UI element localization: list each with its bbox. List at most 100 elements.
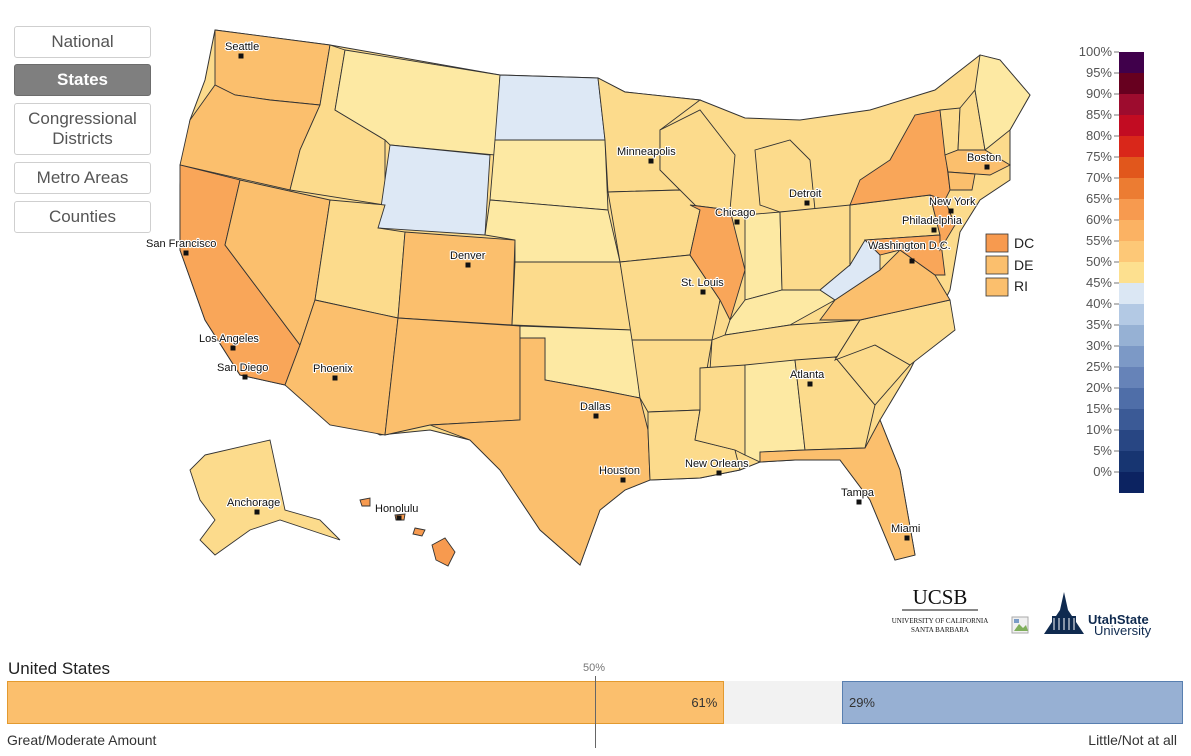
state-connecticut[interactable] — [947, 171, 976, 191]
national-button[interactable]: National — [14, 26, 151, 58]
city-label: San Francisco — [146, 238, 216, 250]
city-marker — [465, 262, 471, 268]
legend-swatch — [1119, 178, 1144, 199]
legend-swatch — [1119, 136, 1144, 157]
city-label: Detroit — [789, 188, 821, 200]
city-anchorage: Anchorage — [226, 496, 281, 515]
legend-swatch — [1119, 388, 1144, 409]
legend-swatch — [1119, 472, 1144, 493]
city-marker — [238, 53, 244, 59]
state-mississippi[interactable] — [694, 364, 746, 456]
city-label: New York — [929, 196, 976, 208]
city-marker — [856, 499, 862, 505]
legend-swatch — [1119, 451, 1144, 472]
city-new-york: New York — [928, 195, 977, 214]
city-tampa: Tampa — [840, 486, 876, 505]
city-marker — [948, 208, 954, 214]
city-marker — [734, 219, 740, 225]
legend-swatch — [1119, 220, 1144, 241]
state-iowa[interactable] — [607, 189, 701, 263]
state-maine[interactable] — [974, 54, 1031, 151]
small-states-legend: DC DE RI — [985, 233, 1034, 297]
logo-strip: UCSB UNIVERSITY OF CALIFORNIA SANTA BARB… — [892, 585, 1152, 638]
legend-tick-label: 90% — [1086, 86, 1112, 101]
city-san-francisco: San Francisco — [145, 237, 217, 256]
legend-tick-label: 55% — [1086, 233, 1112, 248]
state-indiana[interactable] — [744, 211, 783, 301]
state-alaska[interactable] — [189, 439, 341, 556]
legend-tick-label: 80% — [1086, 128, 1112, 143]
congressional-districts-button[interactable]: Congressional Districts — [14, 103, 151, 155]
legend-swatch — [1119, 115, 1144, 136]
ri-swatch[interactable] — [985, 277, 1009, 297]
states-button[interactable]: States — [14, 64, 151, 96]
city-boston: Boston — [966, 151, 1002, 170]
city-seattle: Seattle — [224, 40, 260, 59]
legend-swatch — [1119, 304, 1144, 325]
de-swatch[interactable] — [985, 255, 1009, 275]
great-moderate-bar[interactable]: 61% — [7, 681, 725, 724]
city-marker — [984, 164, 990, 170]
state-colorado[interactable] — [397, 231, 516, 326]
city-label: Minneapolis — [617, 146, 676, 158]
state-florida[interactable] — [759, 418, 916, 561]
legend-tick-label: 100% — [1079, 44, 1113, 59]
city-marker — [804, 200, 810, 206]
legend-tick-label: 10% — [1086, 422, 1112, 437]
little-not-at-all-value: 29% — [848, 695, 875, 710]
counties-button[interactable]: Counties — [14, 201, 151, 233]
state-wyoming[interactable] — [377, 144, 491, 236]
city-marker — [716, 470, 722, 476]
legend-tick-label: 20% — [1086, 380, 1112, 395]
dc-swatch[interactable] — [985, 233, 1009, 253]
city-marker — [904, 535, 910, 541]
ri-label: RI — [1014, 278, 1028, 294]
summary-bar: 61% 29% — [7, 681, 1183, 724]
broken-image-icon — [1011, 616, 1029, 634]
color-scale-legend: 100% 95% 90% 85% 80% 75% 70% 65% 60% 55% 50% 45% 40%… — [1079, 44, 1144, 493]
dc-label: DC — [1014, 235, 1034, 251]
state-maryland[interactable] — [863, 234, 946, 276]
city-marker — [931, 227, 937, 233]
state-south-dakota[interactable] — [489, 139, 609, 211]
city-marker — [183, 250, 189, 256]
state-georgia[interactable] — [794, 356, 876, 451]
city-label: New Orleans — [685, 458, 749, 470]
city-label: Dallas — [580, 401, 611, 413]
legend-tick-label: 65% — [1086, 191, 1112, 206]
legend-swatch — [1119, 367, 1144, 388]
svg-text:SANTA BARBARA: SANTA BARBARA — [911, 626, 969, 634]
legend-tick-label: 70% — [1086, 170, 1112, 185]
legend-swatch — [1119, 430, 1144, 451]
legend-tick-label: 40% — [1086, 296, 1112, 311]
city-label: Seattle — [225, 41, 259, 53]
ucsb-logo: UCSB UNIVERSITY OF CALIFORNIA SANTA BARB… — [892, 585, 989, 634]
city-marker — [242, 374, 248, 380]
metro-areas-button[interactable]: Metro Areas — [14, 162, 151, 194]
state-new-mexico[interactable] — [384, 317, 521, 436]
great-moderate-value: 61% — [691, 695, 718, 710]
little-not-at-all-bar[interactable]: 29% — [841, 681, 1183, 724]
state-shapes — [179, 29, 1031, 566]
city-minneapolis: Minneapolis — [616, 145, 677, 164]
legend-swatch — [1119, 325, 1144, 346]
city-label: Philadelphia — [902, 215, 963, 227]
state-texas[interactable] — [429, 337, 651, 566]
city-label: Los Angeles — [199, 333, 259, 345]
legend-tick-label: 5% — [1093, 443, 1112, 458]
state-missouri[interactable] — [619, 254, 721, 341]
city-label: Tampa — [841, 487, 875, 499]
city-label: San Diego — [217, 362, 268, 374]
state-north-dakota[interactable] — [494, 74, 606, 141]
city-washington-d-c-: Washington D.C. — [867, 239, 952, 264]
svg-text:UNIVERSITY OF CALIFORNIA: UNIVERSITY OF CALIFORNIA — [892, 617, 989, 625]
little-not-at-all-label: Little/Not at all — [1088, 732, 1177, 748]
city-label: Phoenix — [313, 363, 353, 375]
midpoint-line — [595, 676, 596, 748]
state-kansas[interactable] — [511, 261, 633, 331]
city-label: Honolulu — [375, 503, 418, 515]
legend-swatch — [1119, 283, 1144, 304]
city-marker — [396, 515, 402, 521]
city-marker — [254, 509, 260, 515]
state-illinois[interactable] — [689, 204, 746, 322]
